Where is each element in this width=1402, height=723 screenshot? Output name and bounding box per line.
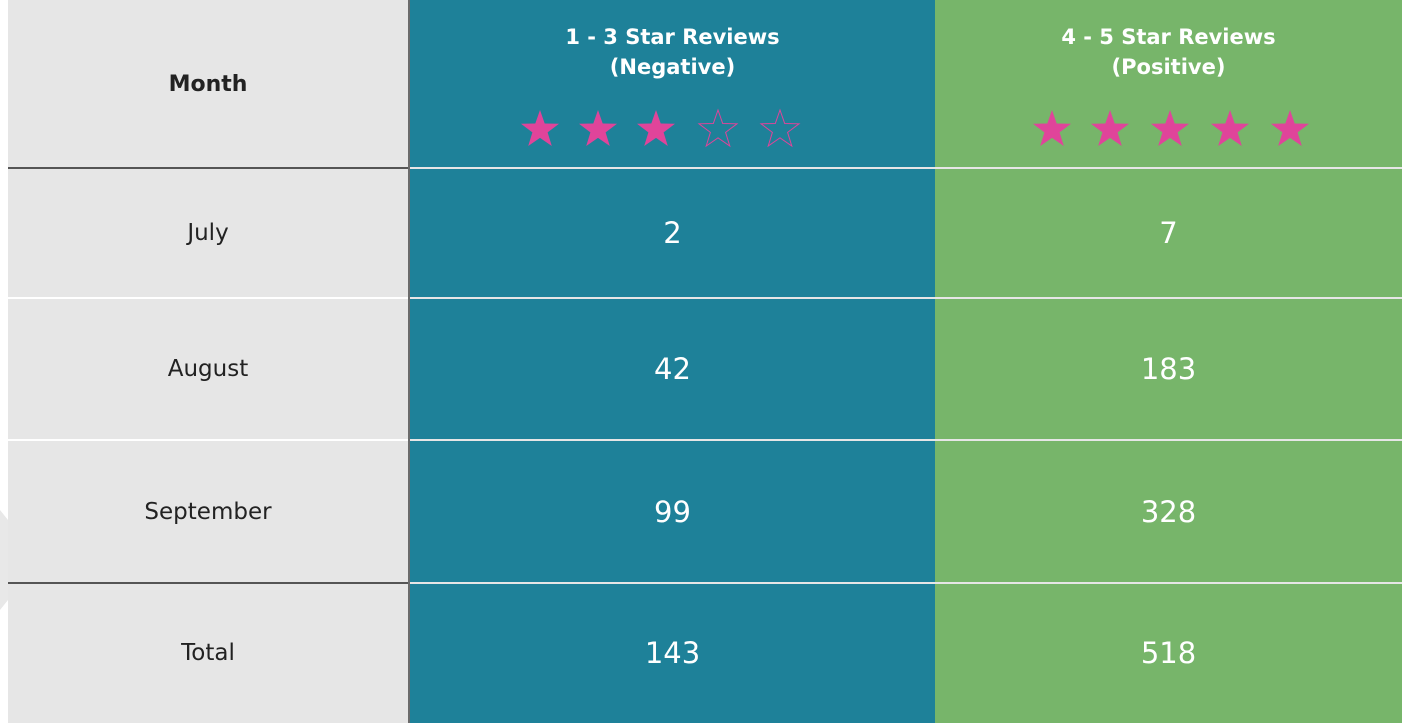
row-divider: [410, 439, 1402, 441]
row-divider: [8, 439, 408, 441]
header-title: 4 - 5 Star Reviews: [1061, 25, 1276, 49]
header-title: 1 - 3 Star Reviews: [565, 25, 780, 49]
count-cell: 518: [1140, 636, 1197, 670]
row-divider: [8, 582, 408, 584]
row-divider: [8, 167, 408, 169]
header-cell: 4 - 5 Star Reviews (Positive): [935, 0, 1402, 168]
row-divider: [410, 582, 1402, 584]
count-cell: 143: [644, 636, 701, 670]
count-cell: 42: [654, 352, 691, 386]
star-rating: [521, 109, 800, 147]
header-subtitle: (Negative): [609, 55, 736, 79]
month-cell: July: [187, 220, 229, 246]
month-cell: August: [167, 356, 249, 382]
count-cell: 183: [1140, 352, 1197, 386]
count-cell: 328: [1140, 494, 1197, 529]
star-rating: [1033, 110, 1309, 146]
month-cell: September: [144, 498, 272, 525]
negative-column: [410, 0, 935, 723]
row-divider: [410, 167, 1402, 169]
header-cell: 1 - 3 Star Reviews (Negative): [410, 0, 935, 168]
row-divider: [8, 297, 408, 299]
header-cell: Month: [168, 71, 248, 97]
decoration: [0, 510, 8, 610]
count-cell: 7: [1159, 216, 1178, 250]
count-cell: 99: [654, 494, 691, 529]
count-cell: 2: [663, 216, 682, 250]
header-subtitle: (Positive): [1111, 55, 1226, 79]
month-cell: Total: [181, 640, 235, 666]
month-column: [8, 0, 410, 723]
row-divider: [410, 297, 1402, 299]
